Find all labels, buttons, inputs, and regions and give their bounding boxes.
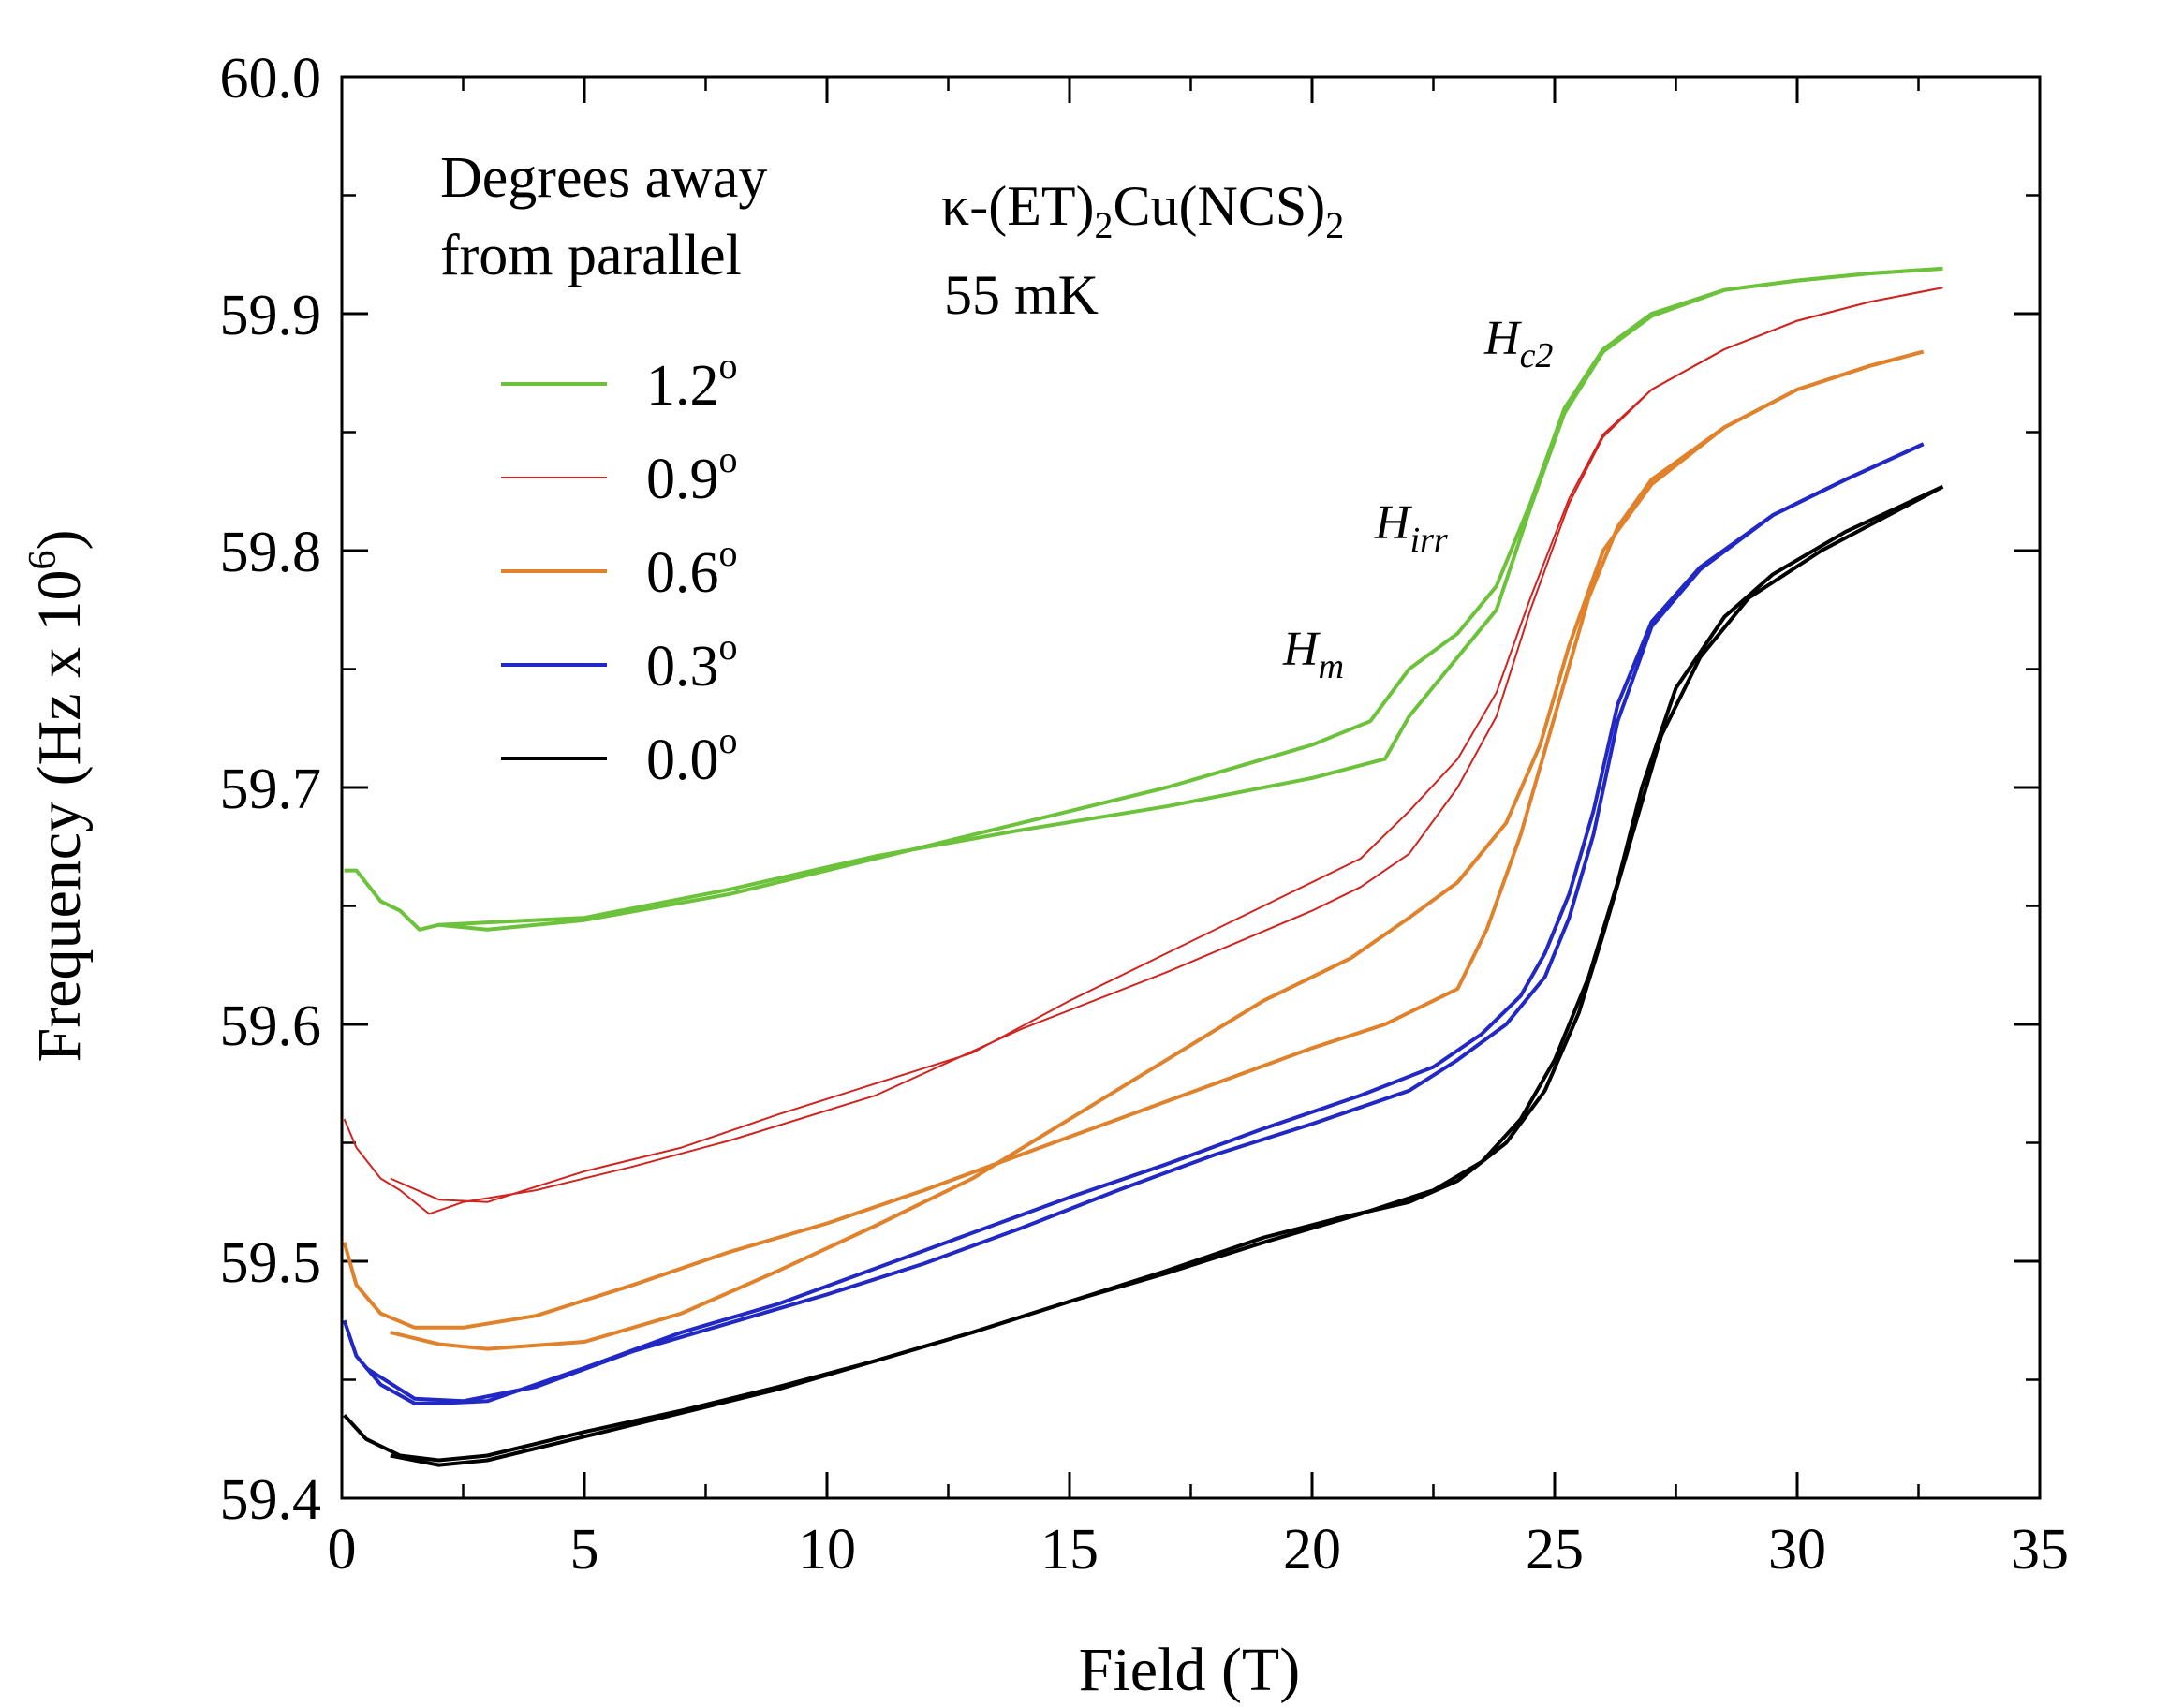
x-tick-label: 15 — [1040, 1518, 1099, 1582]
ticks-layer — [340, 75, 2042, 1500]
legend-label: 0.6o — [646, 532, 738, 605]
compound-sub1: 2 — [1094, 204, 1113, 246]
series-2-down-line — [390, 349, 1925, 1351]
temperature-label: 55 mK — [944, 264, 1099, 326]
series-1-down-line — [390, 287, 1943, 1203]
y-axis-title-exponent: 6 — [22, 550, 65, 569]
compound-label: κ-(ET)2Cu(NCS)2 — [941, 175, 1344, 246]
series-4-up-line — [343, 484, 1944, 1463]
y-axis-title: Frequency (Hz x 106) — [22, 530, 94, 1063]
series-3-up-line — [342, 442, 1925, 1405]
hc2-label: Hc2 — [1483, 312, 1553, 375]
x-tick-label: 5 — [570, 1518, 599, 1582]
y-tick-label: 59.7 — [220, 758, 322, 821]
compound-sub2: 2 — [1325, 204, 1344, 246]
hirr-label: Hirr — [1374, 496, 1448, 560]
y-axis-title-main: Frequency (Hz x 10 — [25, 569, 94, 1062]
plot-frame — [340, 75, 2042, 1500]
y-tick-label: 59.9 — [220, 284, 322, 347]
x-tick-label: 10 — [798, 1518, 856, 1582]
series-layer — [342, 266, 1944, 1467]
y-tick-label: 59.4 — [220, 1468, 322, 1532]
series-3-down-line — [364, 442, 1925, 1404]
hc2-main: H — [1483, 312, 1522, 365]
compound-part1: κ-(ET) — [941, 175, 1094, 237]
x-tick-label: 25 — [1526, 1518, 1584, 1582]
compound-part2: Cu(NCS) — [1113, 175, 1325, 237]
y-tick-label: 59.8 — [220, 521, 322, 584]
y-tick-label: 59.6 — [220, 994, 322, 1058]
legend-title-line1: Degrees away — [440, 146, 767, 210]
hirr-main: H — [1374, 496, 1412, 550]
x-axis-title: Field (T) — [1079, 1636, 1300, 1704]
legend: Degrees away from parallel 1.2o 0.9o 0.6o 0… — [440, 146, 767, 792]
y-tick-label: 59.5 — [220, 1231, 322, 1295]
y-tick-label: 60.0 — [220, 47, 322, 110]
hirr-sub: irr — [1410, 521, 1448, 560]
labels-layer: 0 5 10 15 20 25 30 35 59.4 59.5 59.6 59.7 59.8 59.9 60… — [220, 47, 2070, 1582]
legend-label: 0.0o — [646, 719, 738, 792]
series-2-up-line — [342, 349, 1925, 1330]
x-tick-label: 35 — [2011, 1518, 2069, 1582]
hm-label: Hm — [1282, 623, 1344, 686]
series-0-down-line — [438, 266, 1943, 927]
hm-main: H — [1282, 623, 1321, 676]
hm-sub: m — [1319, 647, 1344, 686]
legend-title-line2: from parallel — [440, 224, 742, 287]
legend-label: 1.2o — [646, 345, 738, 418]
y-axis-title-close: ) — [25, 530, 94, 551]
legend-label: 0.3o — [646, 625, 738, 699]
series-0-up-line — [344, 266, 1943, 932]
x-tick-label: 0 — [328, 1518, 357, 1582]
x-tick-label: 30 — [1768, 1518, 1826, 1582]
series-4-down-line — [390, 484, 1944, 1467]
legend-label: 0.9o — [646, 438, 738, 511]
legend-entries: 1.2o 0.9o 0.6o 0.3o 0.0o — [501, 345, 738, 792]
hc2-sub: c2 — [1520, 336, 1554, 375]
x-tick-label: 20 — [1283, 1518, 1341, 1582]
